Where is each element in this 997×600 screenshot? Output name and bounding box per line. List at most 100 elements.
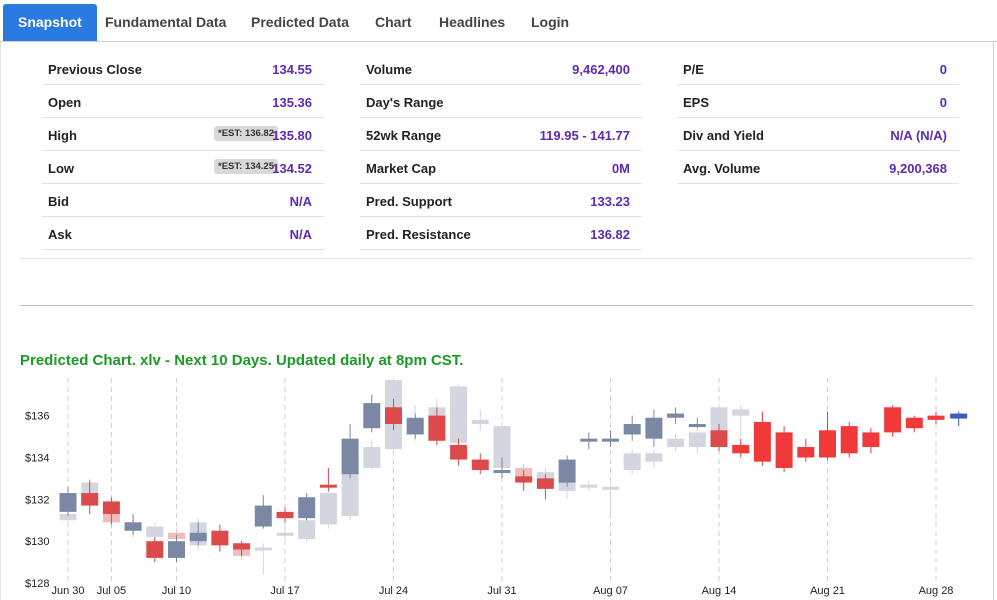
stat-value: N/A (N/A) [890,128,947,143]
stat-days-range: Day's Range [360,85,642,118]
stat-pred-support: Pred. Support 133.23 [360,184,642,217]
stat-eps: EPS 0 [677,85,959,118]
actual-candle [319,484,337,488]
predicted-candle [623,453,641,471]
forecast-candle [840,426,858,454]
stat-label: Volume [366,62,412,77]
actual-candle [254,505,272,527]
stat-open: Open 135.36 [42,85,324,118]
stat-value: N/A [289,194,312,209]
predicted-candle [276,532,294,536]
stat-pe: P/E 0 [677,52,959,85]
actual-candle [233,543,251,550]
stat-label: P/E [683,62,704,77]
stat-high: High *EST: 136.82 135.80 [42,118,324,151]
predicted-candle [580,484,598,488]
forecast-candle [905,417,923,429]
actual-candle [81,493,99,506]
predicted-candle [471,419,489,425]
forecast-candle [862,432,880,448]
stat-value: N/A [289,227,312,242]
y-tick-label: $130 [25,536,49,548]
actual-candle [558,459,576,483]
x-tick-label: Jul 05 [97,585,126,597]
x-tick-label: Aug 14 [702,585,737,597]
x-tick-label: Jul 24 [379,585,408,597]
stat-avg-volume: Avg. Volume 9,200,368 [677,151,959,184]
tab-chart[interactable]: Chart [375,14,412,30]
est-badge: *EST: 134.25 [214,159,278,174]
stat-value: 9,462,400 [572,62,630,77]
tab-predicted-data[interactable]: Predicted Data [251,14,350,30]
actual-candle [211,530,229,546]
actual-candle [428,415,446,441]
actual-candle [298,497,316,519]
predicted-candle [732,409,750,416]
stat-market-cap: Market Cap 0M [360,151,642,184]
stat-label: High [48,128,77,143]
divider [20,258,973,259]
actual-candle [667,413,685,418]
actual-candle [645,417,663,439]
chart-title: Predicted Chart. xlv - Next 10 Days. Upd… [20,352,464,369]
stat-label: 52wk Range [366,128,442,143]
forecast-candle [753,421,771,462]
forecast-candle [797,447,815,458]
x-tick-label: Aug 07 [593,585,628,597]
predicted-candle [493,426,511,468]
actual-candle [471,459,489,471]
predicted-candle [645,453,663,462]
stat-volume: Volume 9,462,400 [360,52,642,85]
actual-candle [710,430,728,448]
stat-label: Previous Close [48,62,142,77]
forecast-candle [927,415,945,420]
predicted-candle [254,547,272,551]
stat-value: 136.82 [590,227,630,242]
x-tick-label: Aug 21 [810,585,845,597]
forecast-candle [775,432,793,468]
predicted-candle [688,432,706,448]
actual-candle [602,438,619,442]
stat-value: 135.36 [272,95,312,110]
stat-value: 133.23 [590,194,630,209]
stat-value: 0M [611,161,630,176]
snapshot-panel [0,42,994,600]
y-tick-label: $132 [25,494,49,506]
actual-candle [146,541,164,558]
stat-label: Open [48,95,82,110]
predicted-candle [59,513,77,521]
actual-candle [276,511,294,519]
actual-candle [515,476,533,483]
stat-div-yield: Div and Yield N/A (N/A) [677,118,959,151]
stat-52wk-range: 52wk Range 119.95 - 141.77 [360,118,642,151]
actual-candle [124,522,142,531]
actual-candle [406,417,424,435]
actual-candle [493,470,511,474]
actual-candle [168,541,185,558]
x-tick-label: Aug 28 [919,585,954,597]
actual-candle [341,438,359,475]
predicted-candle [146,526,164,537]
predicted-candle [710,407,728,437]
x-tick-label: Jul 10 [162,585,191,597]
stat-label: Ask [48,227,72,242]
tab-login[interactable]: Login [531,14,570,30]
stat-value: 134.55 [272,62,312,77]
tab-fundamental-data[interactable]: Fundamental Data [105,14,227,30]
tab-headlines[interactable]: Headlines [439,14,506,30]
actual-candle [363,403,381,429]
actual-candle [189,532,207,542]
tab-bar-underline [0,41,997,42]
stat-value: 119.95 - 141.77 [539,128,630,143]
predicted-candle [602,486,619,490]
tab-snapshot[interactable]: Snapshot [3,4,97,42]
stat-label: Avg. Volume [683,161,761,176]
stat-value: 0 [939,95,947,110]
stats-column-volume: Volume 9,462,400 Day's Range 52wk Range 11… [360,52,642,250]
x-tick-label: Jul 17 [270,585,299,597]
forecast-candle [732,444,750,454]
x-tick-label: Jun 30 [51,585,84,597]
stat-value: 134.52 [272,161,312,176]
actual-candle [102,501,120,514]
